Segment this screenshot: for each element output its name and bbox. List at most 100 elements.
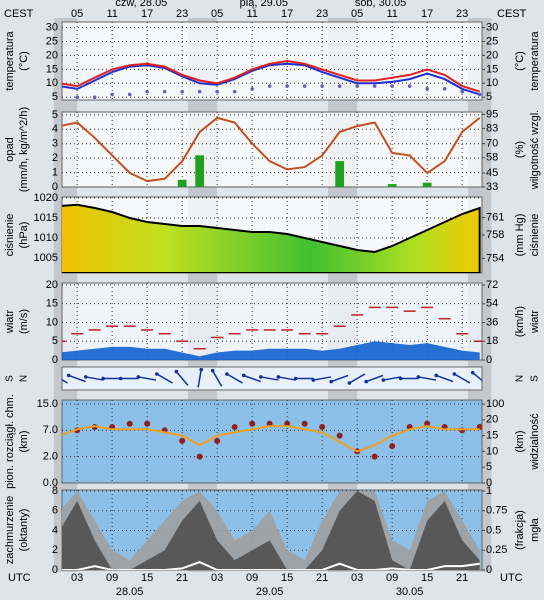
y2-tick-label: 5 [486,461,492,473]
wind-arrow-head [364,379,369,384]
y2-tick-label: 15 [486,63,498,75]
y-axis-label: ciśnienie [4,214,16,257]
y2-tick-label: 758 [486,229,504,241]
y2-tick-label: 33 [486,181,498,193]
y2-tick-label: 0.5 [486,524,501,536]
dot [110,92,114,97]
bar [335,161,345,187]
top-hour-label: 17 [421,8,433,20]
y-axis-unit: (m/s) [18,309,30,334]
y2-axis-label: S [530,375,541,382]
y-axis-unit: (hPa) [18,222,30,249]
y2-tick-label: 0 [486,564,492,576]
wind-arrow-head [84,375,88,379]
y2-tick-label: 0.75 [486,505,507,517]
x-day-label: 29.05 [256,586,284,598]
dot [425,87,429,91]
y2-axis-label: wiatr [529,310,541,335]
dot [389,443,396,450]
dot [320,84,324,88]
dot [197,89,202,94]
wind-arrow [472,372,482,382]
dot [196,453,203,460]
dot [477,92,482,97]
y2-axis-label: mgła [529,517,541,542]
y-tick-label: 2 [52,152,58,164]
y-tick-label: 5 [52,109,58,121]
bottom-zone-label: UTC [500,572,523,584]
y-tick-label: 10 [46,77,58,89]
y-axis-unit: (oktanty) [18,509,30,552]
y2-tick-label: 5 [486,91,492,103]
dot [232,89,237,94]
x-tick-label: 21 [456,572,468,584]
wind-arrow-head [259,375,263,379]
x-tick-label: 09 [106,572,118,584]
y-tick-label: 1005 [34,252,58,264]
y-axis-label: S [5,375,16,382]
bottom-zone-label: UTC [8,572,31,584]
wind-arrow-head [311,378,316,382]
y2-axis-unit: (°C) [514,51,526,71]
wind-arrow [313,376,332,381]
bar [422,182,432,187]
wind-arrow-head [101,376,105,381]
top-hour-label: 05 [211,8,223,20]
wind-arrow-head [118,376,123,381]
wind-arrow-head [136,375,141,379]
y2-tick-label: 72 [486,279,498,291]
top-hour-label: 11 [386,8,397,20]
y2-tick-label: 20 [486,414,498,426]
wind-arrow [85,376,104,381]
y-tick-label: 15 [46,298,58,310]
dot [92,95,97,100]
y2-tick-label: 1 [486,485,492,497]
wind-arrow [226,373,243,384]
wind-arrow-head [293,376,298,381]
wind-arrow-head [470,370,475,375]
y-axis-label: wiatr [4,310,16,335]
y-axis-label: pion. rozciągł. chm. [4,394,16,489]
y-tick-label: 10 [46,316,58,328]
x-tick-label: 03 [71,572,83,584]
x-tick-label: 09 [386,572,398,584]
dot [337,84,342,88]
y2-tick-label: 36 [486,316,498,328]
bar [195,155,205,187]
top-day-label: sob, 30.05 [355,0,406,9]
x-tick-label: 15 [421,572,433,584]
y2-tick-label: 83 [486,122,498,134]
top-zone-label: CEST [497,8,527,20]
dot [407,84,412,88]
wind-arrow [68,374,86,383]
wind-arrow [418,376,437,381]
wind-arrow [260,376,279,381]
y-tick-label: 7.0 [43,424,58,436]
panel [62,112,482,187]
wind-arrow [197,369,202,388]
x-day-label: 28.05 [116,586,144,598]
y-tick-label: 1 [52,166,58,178]
y2-tick-label: 15 [486,430,498,442]
y2-axis-unit: (%) [514,141,526,158]
wind-arrow-head [398,376,403,381]
panel [62,283,482,360]
wind-arrow [175,371,189,386]
wind-arrow [62,378,68,384]
y-tick-label: 15.0 [37,398,58,410]
y-tick-label: 1015 [34,212,58,224]
y-tick-label: 0 [52,354,58,366]
y-axis-label: zachmurzenie [4,496,16,564]
y-tick-label: 1010 [34,232,58,244]
wind-arrow [435,374,454,383]
dot [285,84,289,88]
top-hour-label: 17 [281,8,293,20]
x-tick-label: 15 [141,572,153,584]
dot [371,453,378,460]
y2-axis-unit: N [515,375,526,382]
panel-bg [61,399,483,484]
y2-tick-label: 18 [486,335,498,347]
panel [62,400,482,483]
x-tick-label: 21 [176,572,188,584]
y2-axis-unit: (frakcja) [514,510,526,550]
